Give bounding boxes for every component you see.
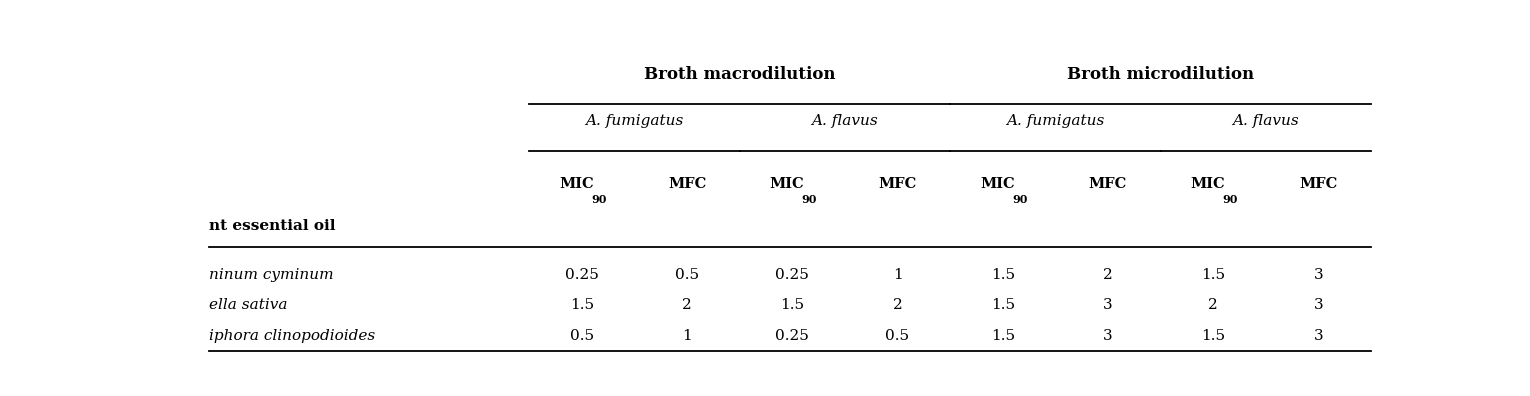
- Text: 2: 2: [682, 298, 692, 312]
- Text: ella sativa: ella sativa: [210, 298, 288, 312]
- Text: 0.5: 0.5: [675, 268, 699, 282]
- Text: MIC: MIC: [1190, 177, 1226, 191]
- Text: 1.5: 1.5: [1201, 268, 1226, 282]
- Text: 90: 90: [591, 194, 606, 205]
- Text: MFC: MFC: [1299, 177, 1337, 191]
- Text: 2: 2: [1209, 298, 1218, 312]
- Text: 3: 3: [1314, 329, 1323, 343]
- Text: 1.5: 1.5: [1201, 329, 1226, 343]
- Text: 0.5: 0.5: [569, 329, 594, 343]
- Text: 1.5: 1.5: [569, 298, 594, 312]
- Text: 0.5: 0.5: [886, 329, 909, 343]
- Text: 3: 3: [1103, 329, 1112, 343]
- Text: A. flavus: A. flavus: [811, 114, 878, 128]
- Text: Broth macrodilution: Broth macrodilution: [644, 67, 835, 84]
- Text: 2: 2: [892, 298, 903, 312]
- Text: 90: 90: [802, 194, 817, 205]
- Text: iphora clinopodioides: iphora clinopodioides: [210, 329, 375, 343]
- Text: 0.25: 0.25: [565, 268, 598, 282]
- Text: 1.5: 1.5: [991, 298, 1014, 312]
- Text: MIC: MIC: [558, 177, 594, 191]
- Text: MIC: MIC: [981, 177, 1014, 191]
- Text: MFC: MFC: [1089, 177, 1128, 191]
- Text: A. flavus: A. flavus: [1233, 114, 1299, 128]
- Text: 90: 90: [1222, 194, 1238, 205]
- Text: nt essential oil: nt essential oil: [210, 219, 335, 233]
- Text: 1: 1: [892, 268, 903, 282]
- Text: 1.5: 1.5: [991, 268, 1014, 282]
- Text: 2: 2: [1103, 268, 1112, 282]
- Text: MIC: MIC: [770, 177, 805, 191]
- Text: 3: 3: [1314, 268, 1323, 282]
- Text: 1.5: 1.5: [991, 329, 1014, 343]
- Text: MFC: MFC: [878, 177, 916, 191]
- Text: 90: 90: [1013, 194, 1028, 205]
- Text: 0.25: 0.25: [776, 268, 809, 282]
- Text: 0.25: 0.25: [776, 329, 809, 343]
- Text: A. fumigatus: A. fumigatus: [586, 114, 684, 128]
- Text: MFC: MFC: [669, 177, 707, 191]
- Text: ninum cyminum: ninum cyminum: [210, 268, 334, 282]
- Text: 3: 3: [1103, 298, 1112, 312]
- Text: 1: 1: [682, 329, 692, 343]
- Text: 3: 3: [1314, 298, 1323, 312]
- Text: 1.5: 1.5: [780, 298, 805, 312]
- Text: A. fumigatus: A. fumigatus: [1007, 114, 1105, 128]
- Text: Broth microdilution: Broth microdilution: [1066, 67, 1255, 84]
